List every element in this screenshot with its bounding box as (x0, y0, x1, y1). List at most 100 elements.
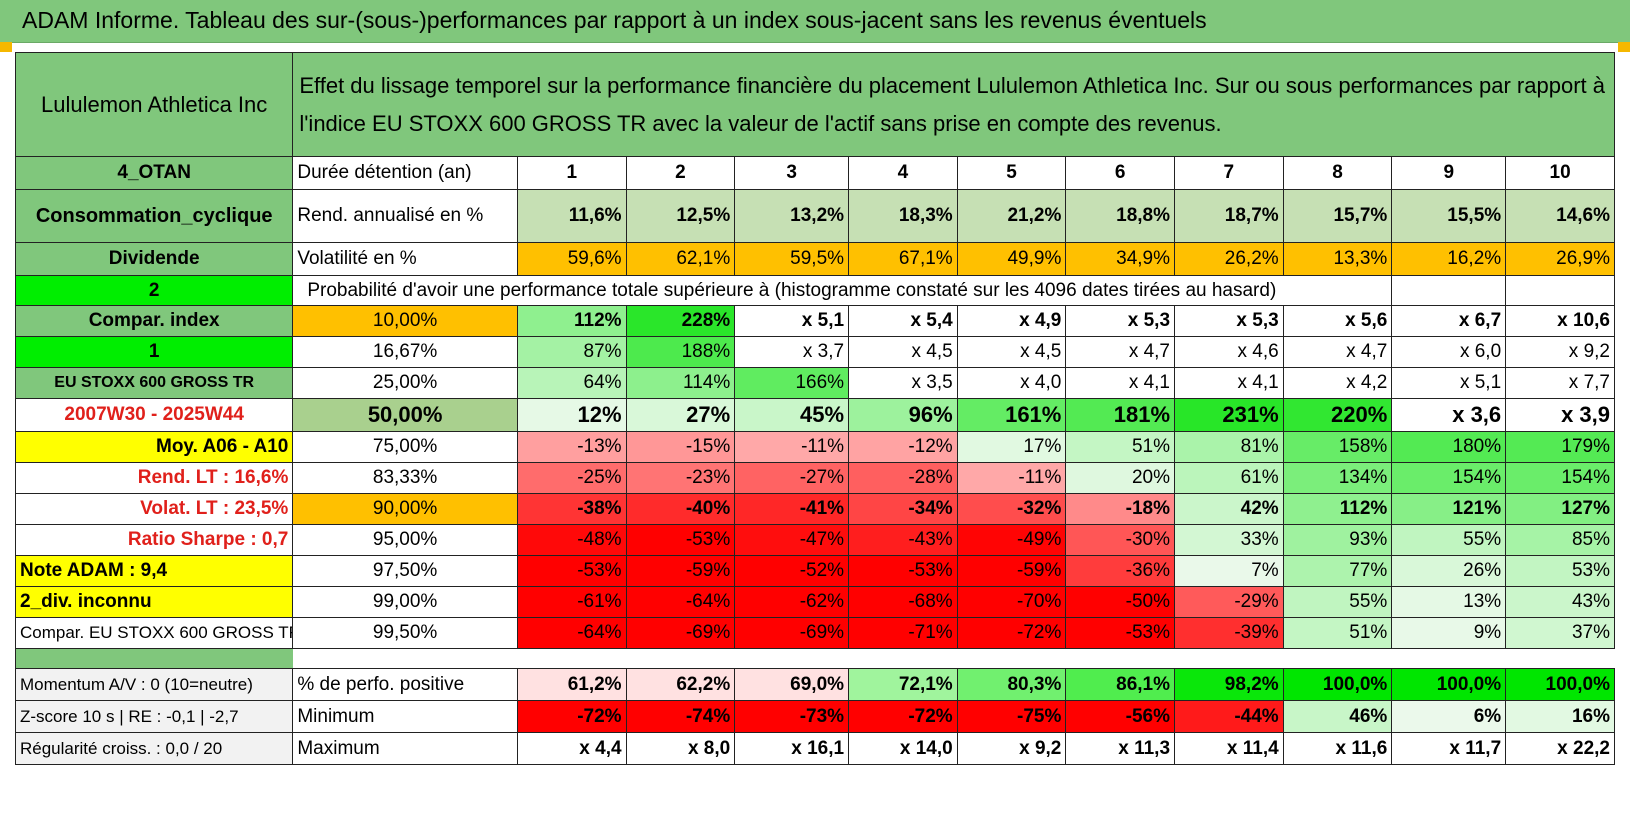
value-cell: -53% (848, 555, 958, 587)
row-header-cell: 1 (14, 336, 294, 368)
value-cell: 16% (1505, 700, 1615, 733)
row-header-cell: Compar. EU STOXX 600 GROSS TR (14, 617, 294, 649)
value-cell: 228% (625, 305, 736, 337)
row-label-cell: 99,00% (292, 586, 518, 618)
value-cell: -75% (956, 700, 1067, 733)
value-cell: 220% (1282, 398, 1393, 432)
value-cell: 42% (1174, 493, 1284, 525)
value-cell: 53% (1505, 555, 1615, 587)
value-cell: -23% (625, 462, 736, 494)
row-header-cell: 2 (14, 275, 294, 306)
value-cell: 93% (1282, 524, 1393, 556)
value-cell: 72,1% (848, 668, 958, 701)
row-label-cell: 10,00% (292, 305, 518, 337)
row-label-cell: Volatilité en % (292, 242, 518, 276)
value-cell: 11,6% (516, 189, 627, 243)
value-cell: 34,9% (1065, 242, 1176, 276)
row-label-cell: 50,00% (292, 398, 518, 432)
value-cell: 9% (1391, 617, 1507, 649)
value-cell: x 4,4 (516, 732, 627, 765)
value-cell: 14,6% (1505, 189, 1615, 243)
value-cell: -70% (956, 586, 1067, 618)
value-cell: -72% (848, 700, 958, 733)
value-cell: 26,2% (1174, 242, 1284, 276)
value-cell: 62,1% (625, 242, 736, 276)
value-cell: 51% (1065, 431, 1176, 463)
value-cell: -28% (848, 462, 958, 494)
table-row: Z-score 10 s | RE : -0,1 | -2,7 Minimum -7… (14, 700, 1615, 733)
table-row: Momentum A/V : 0 (10=neutre)% de perfo. … (14, 668, 1615, 701)
value-cell: -27% (734, 462, 850, 494)
value-cell: x 4,0 (956, 367, 1067, 399)
value-cell: 67,1% (848, 242, 958, 276)
value-cell: 43% (1505, 586, 1615, 618)
row-header-cell: Ratio Sharpe : 0,7 (14, 524, 294, 556)
row-label-cell: Probabilité d'avoir une performance tota… (292, 275, 1393, 306)
row-label-cell: 95,00% (292, 524, 518, 556)
value-cell: -56% (1065, 700, 1176, 733)
value-cell: 231% (1174, 398, 1284, 432)
value-cell: 154% (1391, 462, 1507, 494)
value-cell: 15,5% (1391, 189, 1507, 243)
value-cell: 100,0% (1505, 668, 1615, 701)
value-cell: x 11,7 (1391, 732, 1507, 765)
value-cell: -40% (625, 493, 736, 525)
value-cell: 112% (516, 305, 627, 337)
table-row: Régularité croiss. : 0,0 / 20 Maximum x 4,… (14, 732, 1615, 765)
value-cell: 46% (1282, 700, 1393, 733)
value-cell: -49% (956, 524, 1067, 556)
row-label-cell: 99,50% (292, 617, 518, 649)
report-title: ADAM Informe. Tableau des sur-(sous-)per… (22, 7, 1207, 33)
value-cell: 180% (1391, 431, 1507, 463)
value-cell: -59% (956, 555, 1067, 587)
value-cell: -15% (625, 431, 736, 463)
value-cell: x 4,7 (1282, 336, 1393, 368)
row-label-cell: 83,33% (292, 462, 518, 494)
table-row: Compar. index 10,00% 112% 228% x 5,1 x 5,4 x 4… (14, 305, 1615, 337)
row-header-cell: Moy. A06 - A10 (14, 431, 294, 463)
value-cell: x 6,7 (1391, 305, 1507, 337)
row-label-cell: 90,00% (292, 493, 518, 525)
value-cell: 80,3% (956, 668, 1067, 701)
value-cell: 61% (1174, 462, 1284, 494)
row-header-cell: Dividende (14, 242, 294, 276)
value-cell: x 11,4 (1174, 732, 1284, 765)
value-cell: 77% (1282, 555, 1393, 587)
value-cell: 158% (1282, 431, 1393, 463)
value-cell: 7 (1174, 156, 1284, 190)
value-cell: 62,2% (625, 668, 736, 701)
value-cell: -39% (1174, 617, 1284, 649)
value-cell: -50% (1065, 586, 1176, 618)
value-cell: x 5,1 (1391, 367, 1507, 399)
value-cell: 2 (625, 156, 736, 190)
row-header-cell: 2007W30 - 2025W44 (14, 398, 294, 432)
value-cell: 37% (1505, 617, 1615, 649)
value-cell: -72% (516, 700, 627, 733)
value-cell: x 4,1 (1174, 367, 1284, 399)
value-cell: 121% (1391, 493, 1507, 525)
value-cell: -41% (734, 493, 850, 525)
row-label-cell: Minimum (292, 700, 518, 733)
value-cell: 13,2% (734, 189, 850, 243)
value-cell: x 7,7 (1505, 367, 1615, 399)
value-cell: 85% (1505, 524, 1615, 556)
value-cell: 134% (1282, 462, 1393, 494)
value-cell: x 4,9 (956, 305, 1067, 337)
value-cell: x 22,2 (1505, 732, 1615, 765)
value-cell: -12% (848, 431, 958, 463)
row-label-cell: Rend. annualisé en % (292, 189, 518, 243)
value-cell: 21,2% (956, 189, 1067, 243)
value-cell: -53% (516, 555, 627, 587)
value-cell: -36% (1065, 555, 1176, 587)
value-cell: 55% (1391, 524, 1507, 556)
description-cell: Effet du lissage temporel sur la perform… (292, 52, 1615, 157)
value-cell: x 4,5 (956, 336, 1067, 368)
table-row: Compar. EU STOXX 600 GROSS TR 99,50% -64% -… (14, 617, 1615, 649)
value-cell: -29% (1174, 586, 1284, 618)
value-cell: 16,2% (1391, 242, 1507, 276)
value-cell: -18% (1065, 493, 1176, 525)
row-label-cell: 97,50% (292, 555, 518, 587)
value-cell: 51% (1282, 617, 1393, 649)
table-row: 2_div. inconnu 99,00% -61% -64% -62% -68% -70%… (14, 586, 1615, 618)
value-cell: -71% (848, 617, 958, 649)
